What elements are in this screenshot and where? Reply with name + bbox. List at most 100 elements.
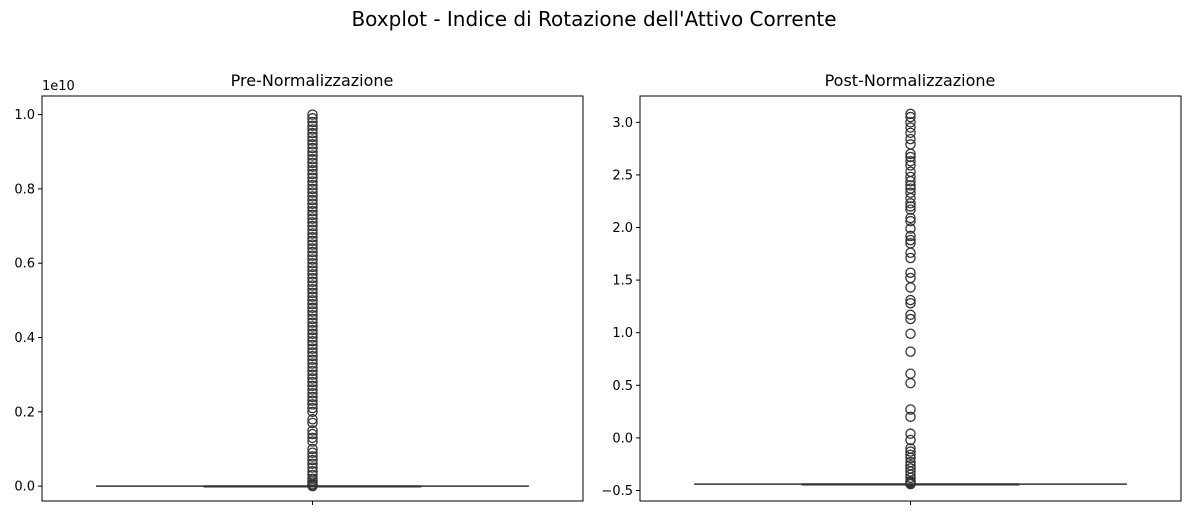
y-tick-label-pre: 1.0	[14, 108, 35, 123]
outlier-point-post	[905, 346, 916, 357]
y-tick-label-post: 2.5	[612, 168, 633, 183]
outlier-point-pre	[307, 354, 318, 366]
axes-title-pre: Pre-Normalizzazione	[231, 71, 394, 90]
outlier-point-pre	[307, 428, 318, 440]
outlier-point-post	[905, 328, 916, 339]
outlier-point-pre	[307, 469, 318, 481]
outlier-point-post	[905, 151, 916, 163]
outlier-point-pre	[307, 228, 318, 239]
outlier-point-pre	[307, 321, 318, 332]
outlier-point-pre	[307, 243, 318, 254]
figure-title: Boxplot - Indice di Rotazione dell'Attiv…	[351, 7, 836, 31]
axes-frame-post	[639, 95, 1182, 502]
outlier-point-pre	[307, 414, 318, 425]
outlier-point-pre	[307, 276, 318, 288]
outlier-point-pre	[307, 350, 318, 362]
outlier-point-pre	[307, 406, 318, 418]
outlier-point-pre	[307, 194, 318, 206]
outlier-point-pre	[307, 358, 318, 369]
outlier-point-post	[905, 463, 916, 474]
y-tick-label-post: −0.5	[601, 484, 633, 499]
y-tick-label-post: 0.0	[612, 431, 633, 446]
outlier-point-post	[905, 127, 916, 139]
outlier-point-post	[905, 201, 916, 212]
outlier-point-pre	[307, 176, 318, 187]
outlier-point-pre	[307, 127, 318, 139]
outlier-point-pre	[307, 443, 318, 455]
outlier-point-pre	[307, 142, 318, 154]
outlier-point-pre	[307, 466, 318, 477]
outlier-point-pre	[307, 205, 318, 217]
outlier-point-post	[905, 309, 916, 321]
axes-post-normalizzazione: Post-Normalizzazione −0.5 0.0 0.5 1.0 1.5 2.0…	[601, 71, 1182, 505]
axes-frame-pre	[41, 95, 584, 502]
outlier-point-pre	[307, 473, 318, 484]
outlier-point-pre	[307, 458, 318, 470]
outlier-point-pre	[307, 395, 318, 406]
outlier-point-post	[905, 449, 916, 460]
y-tick-label-post: 0.5	[612, 379, 633, 394]
outlier-point-pre	[307, 454, 318, 466]
outlier-point-pre	[307, 376, 318, 388]
outlier-point-pre	[307, 250, 318, 262]
outlier-point-pre	[307, 295, 318, 306]
outlier-point-post	[905, 198, 916, 209]
outlier-point-post	[905, 456, 916, 468]
outlier-point-post	[905, 294, 916, 306]
outlier-point-pre	[307, 291, 318, 302]
outlier-point-pre	[307, 373, 318, 384]
y-tick-label-pre: 0.0	[14, 480, 35, 495]
outlier-point-post	[905, 183, 916, 194]
outlier-point-pre	[307, 209, 318, 221]
outlier-point-pre	[307, 269, 318, 280]
outlier-point-pre	[307, 157, 318, 169]
outlier-point-pre	[307, 131, 318, 143]
outlier-point-pre	[307, 298, 318, 310]
outlier-point-pre	[307, 120, 318, 131]
y-tick-label-post: 1.5	[612, 274, 633, 289]
y-tick-label-pre: 0.4	[14, 331, 35, 346]
outlier-point-pre	[307, 380, 318, 392]
outlier-point-pre	[307, 425, 318, 436]
outlier-point-post	[905, 155, 916, 167]
outlier-point-pre	[307, 436, 318, 447]
outlier-point-post	[905, 171, 916, 183]
outlier-point-pre	[307, 335, 318, 347]
outlier-point-pre	[307, 309, 318, 321]
outlier-point-pre	[307, 302, 318, 314]
outlier-point-post	[905, 238, 916, 249]
axes-title-post: Post-Normalizzazione	[825, 71, 996, 90]
outlier-point-pre	[307, 153, 318, 165]
outlier-point-post	[905, 434, 916, 446]
outlier-point-pre	[307, 217, 318, 228]
outlier-point-pre	[307, 313, 318, 325]
outlier-point-post	[905, 234, 916, 246]
outlier-point-post	[905, 215, 916, 227]
y-ticks-post: −0.5 0.0 0.5 1.0 1.5 2.0 2.5 3.0	[601, 116, 911, 505]
outlier-point-pre	[307, 179, 318, 191]
outlier-point-post	[905, 122, 916, 133]
outlier-point-pre	[307, 369, 318, 380]
outlier-point-post	[905, 443, 916, 454]
outlier-point-post	[905, 223, 916, 234]
outlier-point-post	[905, 272, 916, 284]
outlier-point-pre	[307, 220, 318, 232]
outlier-point-pre	[307, 183, 318, 195]
outlier-point-pre	[307, 135, 318, 146]
outlier-point-post	[905, 411, 916, 423]
outlier-point-post	[905, 252, 916, 264]
y-tick-label-pre: 0.2	[14, 405, 35, 420]
axes-pre-normalizzazione: Pre-Normalizzazione 1e10 0.0 0.2 0.4 0.6 0.8…	[14, 71, 584, 505]
outlier-point-pre	[307, 328, 318, 340]
outlier-point-pre	[307, 343, 318, 354]
outlier-point-pre	[307, 165, 318, 176]
y-tick-label-post: 2.0	[612, 221, 633, 236]
outlier-point-pre	[307, 116, 318, 128]
outlier-point-pre	[307, 254, 318, 265]
outlier-point-post	[905, 166, 916, 177]
outlier-point-pre	[307, 235, 318, 247]
outlier-point-pre	[307, 124, 318, 135]
outlier-point-pre	[307, 283, 318, 295]
outlier-point-post	[905, 428, 916, 439]
